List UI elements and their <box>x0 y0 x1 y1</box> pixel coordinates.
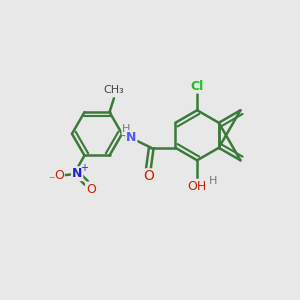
Text: ⁻: ⁻ <box>49 174 55 187</box>
Text: O: O <box>54 169 64 182</box>
Text: O: O <box>143 169 154 183</box>
Text: +: + <box>80 163 88 173</box>
Text: H: H <box>209 176 218 186</box>
Text: H: H <box>122 124 131 134</box>
Text: Cl: Cl <box>190 80 204 93</box>
Text: OH: OH <box>188 180 207 193</box>
Text: O: O <box>86 182 96 196</box>
Text: CH₃: CH₃ <box>103 85 124 95</box>
Text: N: N <box>126 131 136 144</box>
Text: N: N <box>72 167 82 180</box>
